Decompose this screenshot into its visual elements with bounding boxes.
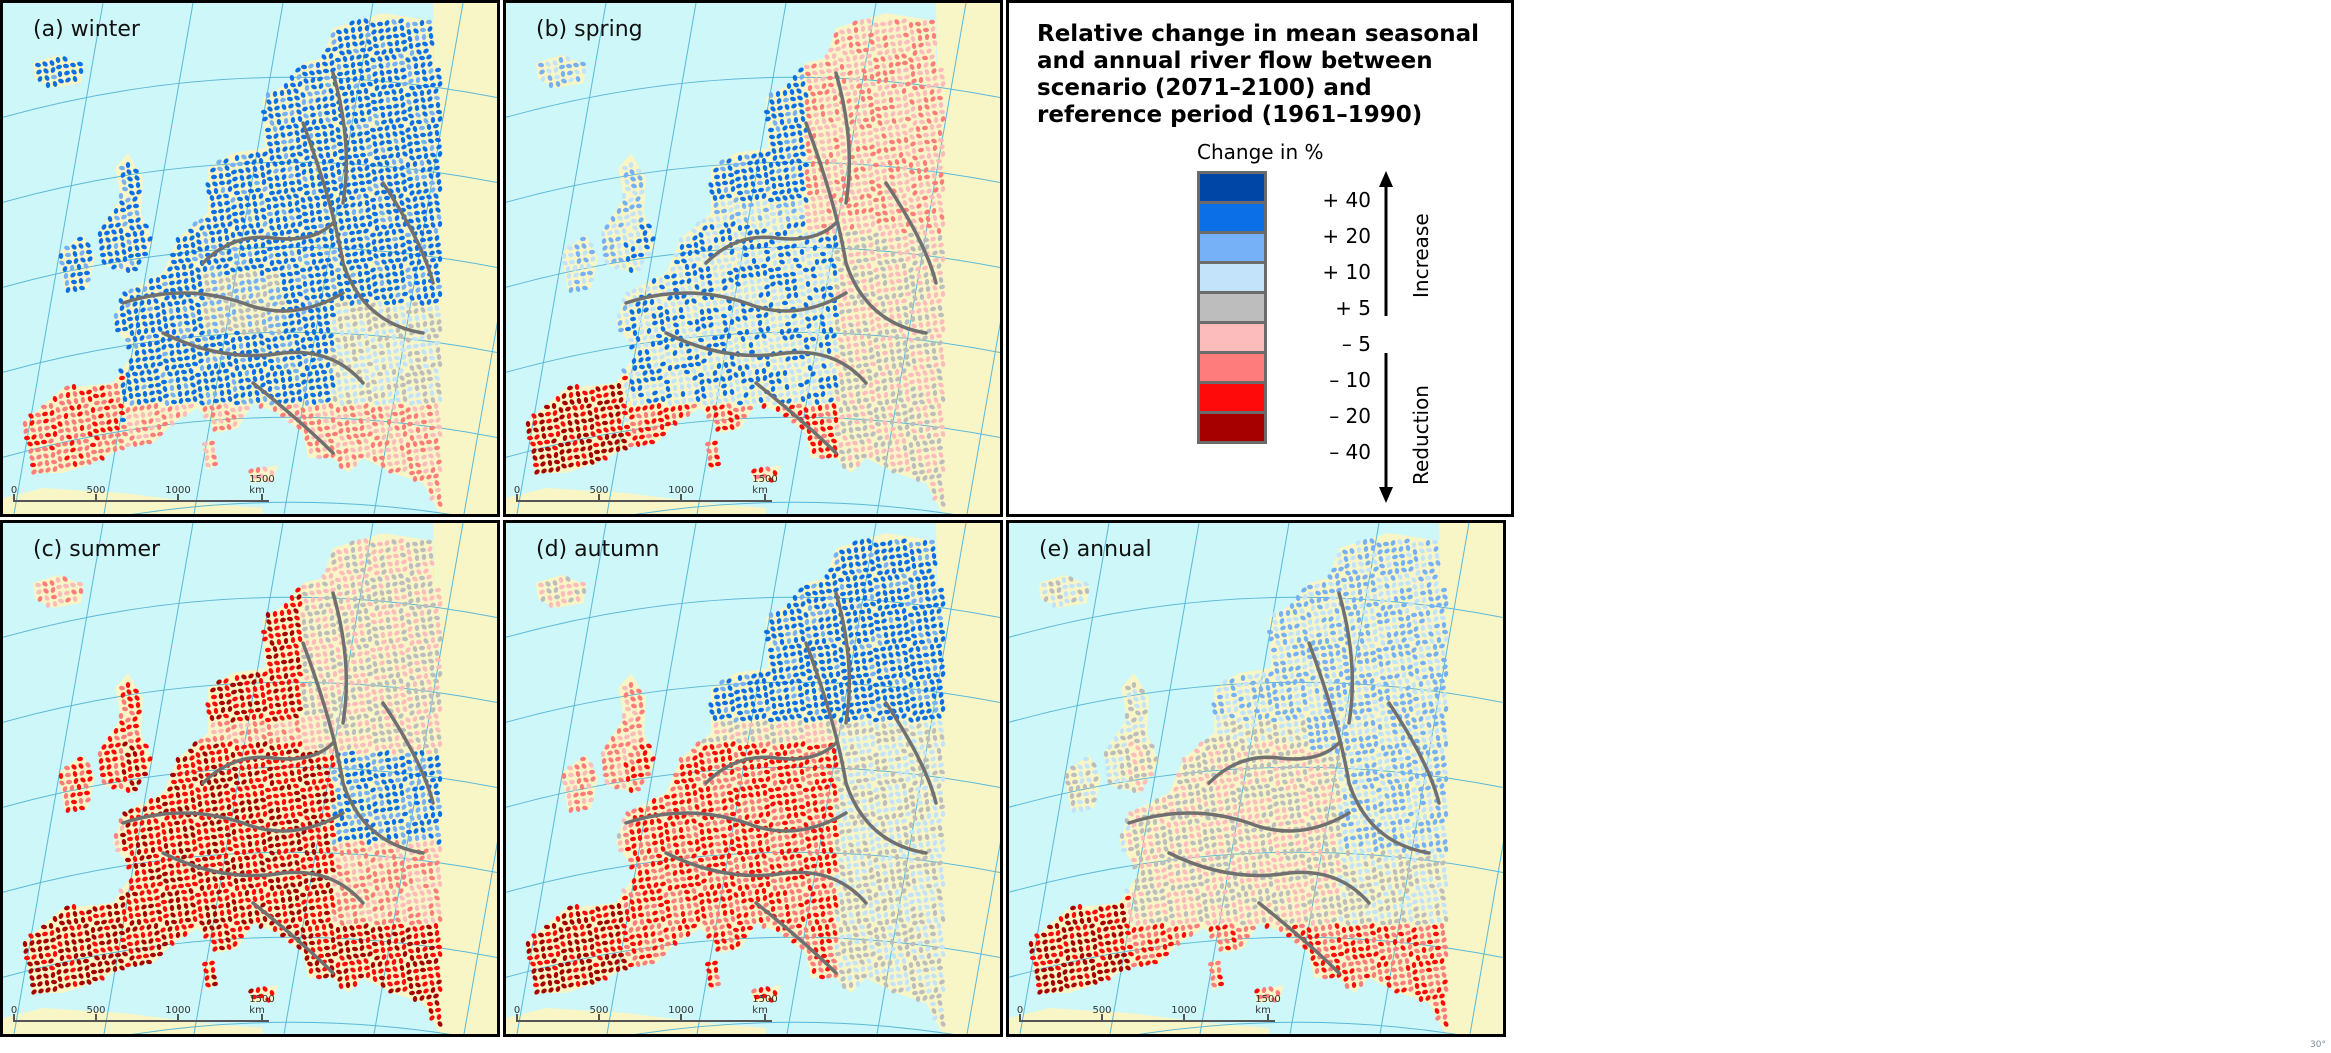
legend-break-label: + 20 bbox=[1322, 224, 1371, 248]
map-panel-summer: (c) summer 0 500 1000 1500 km bbox=[0, 520, 500, 1037]
legend-panel: Relative change in mean seasonal and ann… bbox=[1006, 0, 1514, 517]
scale-label: 1500 km bbox=[249, 994, 275, 1016]
scale-bar: 0 500 1000 1500 km bbox=[1015, 994, 1285, 1028]
map-panel-winter: (a) winter 0 500 1000 1500 km bbox=[0, 0, 500, 517]
scale-tick bbox=[95, 1014, 97, 1022]
scale-label: 1000 bbox=[668, 1005, 694, 1016]
scale-tick bbox=[95, 494, 97, 502]
scale-tick bbox=[1101, 1014, 1103, 1022]
panel-label-summer: (c) summer bbox=[33, 537, 161, 562]
scale-label: 1500 km bbox=[752, 994, 778, 1016]
map-panel-spring: (b) spring 0 500 1000 1500 km bbox=[503, 0, 1003, 517]
panel-label-autumn: (d) autumn bbox=[536, 537, 660, 562]
corner-mark: 30° bbox=[2310, 1040, 2326, 1050]
legend-break-label: + 5 bbox=[1335, 296, 1371, 320]
europe-map-spring bbox=[506, 3, 1000, 514]
scale-tick bbox=[177, 494, 179, 502]
scale-label: 0 bbox=[513, 485, 521, 496]
scale-tick bbox=[680, 494, 682, 502]
scale-tick bbox=[598, 1014, 600, 1022]
scale-label: 500 bbox=[589, 1005, 609, 1016]
legend-swatch bbox=[1197, 411, 1267, 444]
europe-map-annual bbox=[1009, 523, 1503, 1034]
scale-label: 500 bbox=[86, 1005, 106, 1016]
scale-label: 500 bbox=[86, 485, 106, 496]
scale-tick bbox=[680, 1014, 682, 1022]
panel-label-annual: (e) annual bbox=[1039, 537, 1152, 562]
legend-break-label: + 40 bbox=[1322, 188, 1371, 212]
scale-tick bbox=[261, 494, 263, 502]
scale-label: 1000 bbox=[165, 1005, 191, 1016]
scale-label: 0 bbox=[1016, 1005, 1024, 1016]
increase-label: Increase bbox=[1409, 213, 1433, 298]
scale-bar: 0 500 1000 1500 km bbox=[512, 474, 782, 508]
river-catchments bbox=[22, 538, 443, 1027]
scale-tick bbox=[516, 1014, 518, 1022]
legend-swatch bbox=[1197, 321, 1267, 354]
scale-label: 1000 bbox=[165, 485, 191, 496]
scale-tick bbox=[1183, 1014, 1185, 1022]
legend-title: Relative change in mean seasonal and ann… bbox=[1037, 21, 1479, 128]
river-catchments bbox=[1028, 538, 1449, 1027]
legend-swatch bbox=[1197, 381, 1267, 414]
legend-swatches bbox=[1197, 171, 1269, 444]
legend-caption: Change in % bbox=[1197, 140, 1324, 164]
panel-label-winter: (a) winter bbox=[33, 17, 140, 42]
legend-swatch bbox=[1197, 351, 1267, 384]
arrow-up-icon bbox=[1379, 171, 1393, 316]
scale-tick bbox=[13, 1014, 15, 1022]
scale-tick bbox=[764, 494, 766, 502]
map-panel-annual: (e) annual 0 500 1000 1500 km bbox=[1006, 520, 1506, 1037]
scale-label: 0 bbox=[10, 485, 18, 496]
arrow-down-icon bbox=[1379, 353, 1393, 503]
scale-tick bbox=[598, 494, 600, 502]
europe-map-autumn bbox=[506, 523, 1000, 1034]
scale-label: 1500 km bbox=[249, 474, 275, 496]
scale-tick bbox=[1019, 1014, 1021, 1022]
scale-tick bbox=[261, 1014, 263, 1022]
europe-map-summer bbox=[3, 523, 497, 1034]
scale-tick bbox=[1267, 1014, 1269, 1022]
legend-break-label: – 10 bbox=[1329, 368, 1371, 392]
legend-swatch bbox=[1197, 201, 1267, 234]
legend-swatch bbox=[1197, 171, 1267, 204]
europe-map-winter bbox=[3, 3, 497, 514]
scale-tick bbox=[13, 494, 15, 502]
legend-swatch bbox=[1197, 291, 1267, 324]
reduction-label: Reduction bbox=[1409, 385, 1433, 485]
river-catchments bbox=[22, 18, 443, 507]
legend-swatch bbox=[1197, 261, 1267, 294]
scale-label: 1500 km bbox=[752, 474, 778, 496]
legend-break-label: – 20 bbox=[1329, 404, 1371, 428]
scale-label: 0 bbox=[10, 1005, 18, 1016]
scale-bar: 0 500 1000 1500 km bbox=[9, 994, 279, 1028]
scale-tick bbox=[177, 1014, 179, 1022]
scale-label: 0 bbox=[513, 1005, 521, 1016]
scale-bar: 0 500 1000 1500 km bbox=[9, 474, 279, 508]
scale-tick bbox=[764, 1014, 766, 1022]
scale-label: 1000 bbox=[1171, 1005, 1197, 1016]
scale-label: 1500 km bbox=[1255, 994, 1281, 1016]
legend-break-label: + 10 bbox=[1322, 260, 1371, 284]
scale-tick bbox=[516, 494, 518, 502]
legend-break-label: – 5 bbox=[1341, 332, 1371, 356]
legend-break-label: – 40 bbox=[1329, 440, 1371, 464]
scale-label: 500 bbox=[589, 485, 609, 496]
panel-label-spring: (b) spring bbox=[536, 17, 643, 42]
scale-bar: 0 500 1000 1500 km bbox=[512, 994, 782, 1028]
legend-swatch bbox=[1197, 231, 1267, 264]
scale-label: 1000 bbox=[668, 485, 694, 496]
map-panel-autumn: (d) autumn 0 500 1000 1500 km bbox=[503, 520, 1003, 1037]
scale-label: 500 bbox=[1092, 1005, 1112, 1016]
